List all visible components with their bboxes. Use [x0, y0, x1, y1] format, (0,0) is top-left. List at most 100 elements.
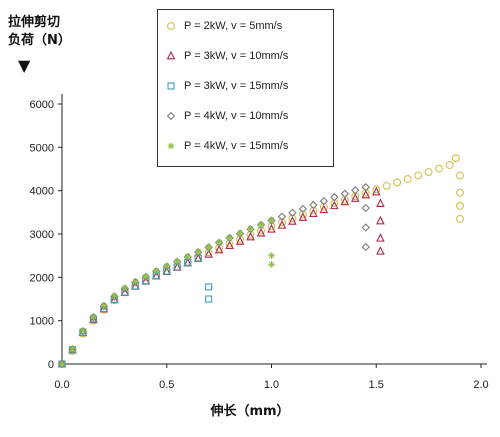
data-point-asterisk — [131, 278, 139, 286]
data-point-square — [205, 283, 213, 291]
y-tick-label: 5000 — [30, 142, 54, 154]
data-point-triangle — [277, 220, 287, 229]
legend-entry: P = 3kW, v = 15mm/s — [158, 76, 333, 96]
data-point-asterisk — [268, 216, 275, 224]
series-5-asterisk-points — [58, 216, 275, 368]
data-point-triangle — [235, 236, 245, 245]
series-4-diamond-points — [57, 183, 370, 369]
circle-marker-icon — [158, 16, 184, 36]
data-point-triangle — [330, 200, 339, 210]
legend-entry: P = 4kW, v = 10mm/s — [158, 106, 333, 126]
data-point-asterisk — [100, 302, 108, 309]
y-tick-label: 1000 — [30, 316, 54, 328]
data-point-diamond — [267, 216, 276, 225]
y-tick-label: 6000 — [30, 99, 54, 111]
data-point-circle — [298, 210, 307, 219]
data-point-asterisk — [194, 248, 202, 256]
data-point-circle — [309, 206, 318, 215]
data-point-diamond — [141, 272, 150, 282]
legend-marker-shape — [166, 50, 176, 60]
data-point-diamond — [277, 212, 287, 221]
y-axis-label-line-1: 拉伸剪切 — [8, 15, 61, 30]
data-point-asterisk — [184, 253, 192, 260]
data-point-circle — [403, 175, 412, 183]
data-point-asterisk — [69, 345, 76, 353]
data-point-circle — [456, 201, 464, 210]
data-point-triangle — [288, 216, 297, 225]
data-point-diamond — [361, 223, 370, 232]
legend-marker-shape — [167, 142, 175, 150]
y-tick-label: 3000 — [30, 229, 54, 241]
square-marker-icon — [158, 76, 184, 96]
data-point-asterisk — [142, 273, 150, 280]
data-point-triangle — [376, 246, 385, 255]
legend-marker-shape — [167, 22, 175, 30]
data-point-triangle — [256, 227, 266, 237]
x-tick-label: 0.0 — [54, 379, 69, 391]
data-point-triangle — [267, 224, 276, 233]
data-point-circle — [382, 181, 391, 190]
data-point-diamond — [68, 345, 77, 354]
data-point-circle — [456, 171, 464, 180]
legend-label: P = 4kW, v = 15mm/s — [184, 140, 289, 152]
data-point-circle — [445, 161, 454, 170]
legend-label: P = 2kW, v = 5mm/s — [184, 20, 283, 32]
data-point-asterisk — [90, 313, 97, 321]
data-point-triangle — [361, 189, 371, 199]
data-point-triangle — [371, 186, 381, 196]
data-point-circle — [414, 171, 423, 180]
legend-label: P = 3kW, v = 15mm/s — [184, 80, 289, 92]
legend-label: P = 4kW, v = 10mm/s — [184, 110, 289, 122]
data-point-circle — [424, 168, 433, 176]
data-point-asterisk — [247, 225, 254, 233]
data-point-diamond — [89, 313, 98, 322]
series-1-circle-points — [58, 154, 464, 368]
data-point-asterisk — [110, 292, 118, 300]
data-point-circle — [372, 185, 381, 194]
data-point-asterisk — [121, 284, 129, 292]
data-point-circle — [278, 218, 286, 227]
data-point-triangle — [309, 208, 318, 217]
legend-entry: P = 4kW, v = 15mm/s — [158, 136, 333, 156]
data-point-diamond — [288, 208, 297, 217]
x-tick-label: 2.0 — [473, 379, 488, 391]
data-point-triangle — [376, 233, 385, 242]
data-point-asterisk — [173, 257, 181, 265]
legend-marker-shape — [167, 82, 175, 90]
data-point-triangle — [246, 231, 255, 241]
data-point-diamond — [78, 326, 88, 336]
data-point-asterisk — [215, 238, 223, 246]
data-point-circle — [451, 154, 460, 163]
data-point-asterisk — [236, 229, 244, 237]
data-point-triangle — [214, 244, 224, 254]
data-point-circle — [435, 164, 444, 173]
triangle-marker-icon — [158, 46, 184, 66]
data-point-diamond — [110, 292, 119, 301]
x-tick-label: 0.5 — [159, 379, 174, 391]
data-point-diamond — [235, 229, 245, 238]
data-point-triangle — [351, 193, 360, 202]
data-point-diamond — [99, 301, 109, 311]
data-point-diamond — [193, 248, 203, 257]
data-point-diamond — [173, 257, 182, 266]
data-point-diamond — [361, 203, 370, 213]
data-point-diamond — [351, 186, 360, 195]
diamond-marker-icon — [158, 106, 184, 126]
data-point-asterisk — [205, 243, 213, 251]
legend-entry: P = 3kW, v = 10mm/s — [158, 46, 333, 66]
data-point-asterisk — [58, 360, 66, 368]
legend-entry: P = 2kW, v = 5mm/s — [158, 16, 333, 36]
data-point-diamond — [319, 196, 329, 206]
data-point-diamond — [340, 189, 350, 198]
x-axis-label: 伸长（mm） — [210, 404, 290, 419]
data-point-diamond — [152, 267, 161, 276]
data-point-diamond — [131, 277, 140, 287]
data-point-asterisk — [163, 262, 171, 270]
data-point-asterisk — [152, 267, 160, 275]
data-point-diamond — [225, 233, 234, 243]
data-point-circle — [456, 214, 464, 223]
data-point-triangle — [376, 215, 385, 225]
data-point-diamond — [330, 192, 339, 202]
data-point-asterisk — [226, 234, 233, 241]
